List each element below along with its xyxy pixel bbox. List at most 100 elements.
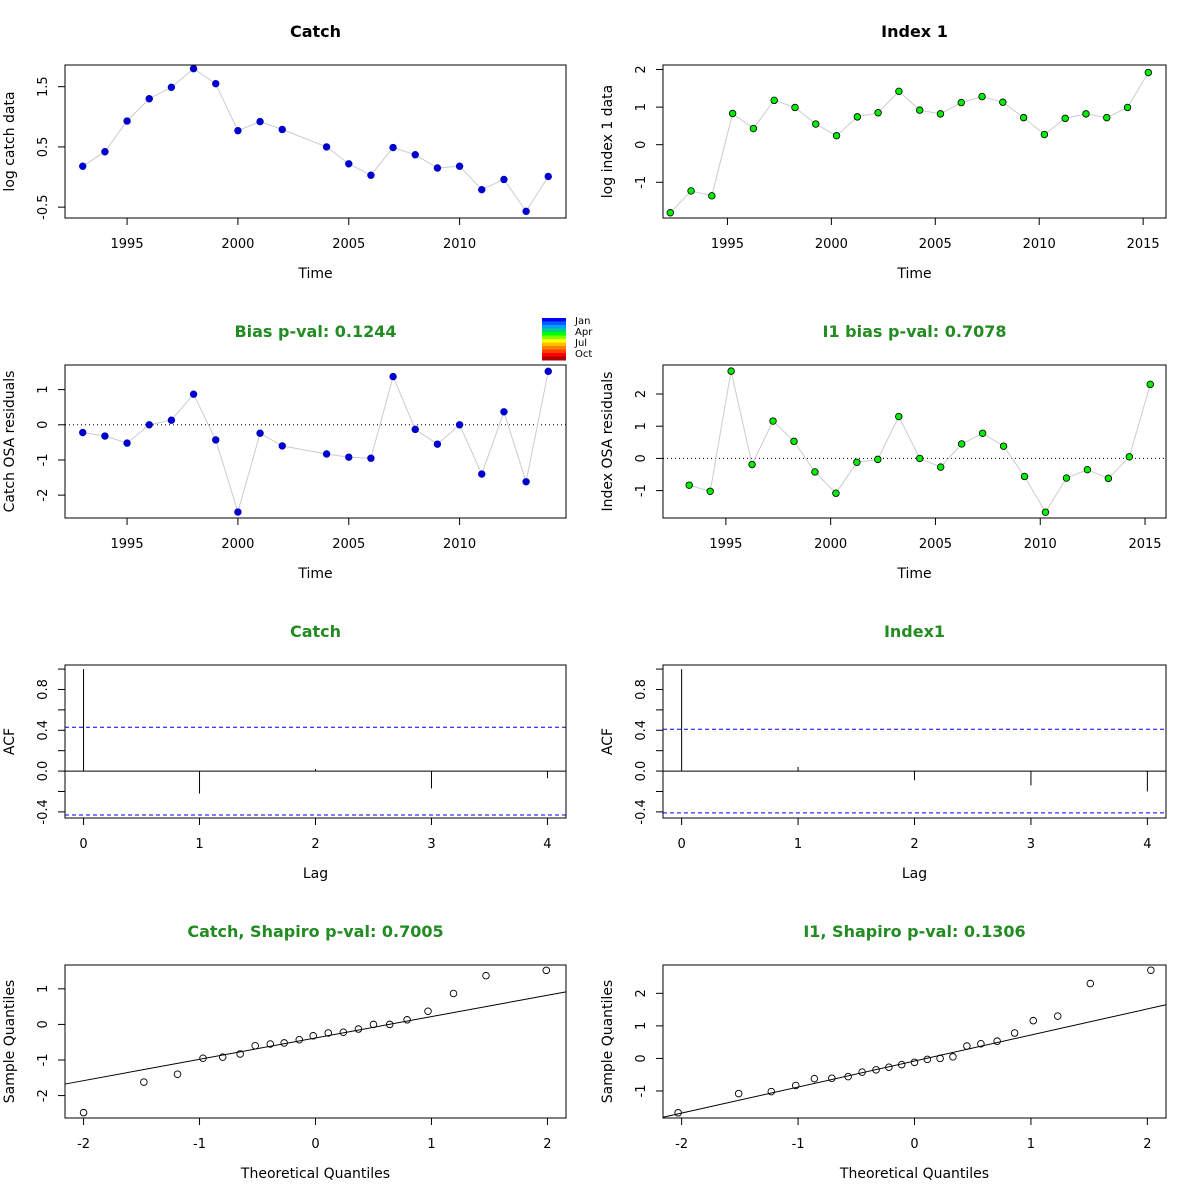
index1-resid-ytick-label: 2 (634, 390, 649, 398)
catch-ts-data-point (389, 143, 397, 152)
catch-resid-plot-frame (64, 364, 567, 519)
index1-resid-data-point (832, 489, 840, 497)
catch-qq-xtick-label: -2 (77, 1137, 90, 1152)
catch-ts-data-point (367, 171, 375, 179)
index1-ts-xtick-label: 1995 (711, 237, 744, 252)
catch-ts-ylabel: log catch data (2, 91, 18, 191)
catch-resid-ytick-label: -1 (36, 453, 51, 466)
catch-resid-data-point (101, 432, 109, 440)
index1-qq-data-point (1010, 1029, 1019, 1037)
index1-resid-xlabel: Time (896, 566, 931, 582)
catch-resid-xtick-label: 1995 (111, 537, 144, 552)
index1-acf-xtick-label: 2 (910, 837, 918, 852)
catch-acf-xlabel: Lag (303, 866, 328, 882)
index1-ts-data-point (770, 96, 778, 105)
index1-resid-ytick-label: 0 (634, 454, 649, 462)
catch-acf-ytick-label: -0.4 (36, 799, 51, 824)
index1-qq-xtick-label: -2 (675, 1137, 688, 1152)
catch-qq-title: Catch, Shapiro p-val: 0.7005 (187, 922, 443, 941)
catch-resid-data-point (79, 428, 87, 437)
catch-qq-data-point (173, 1070, 182, 1078)
index1-qq-xlabel: Theoretical Quantiles (839, 1166, 989, 1182)
index1-ts-ytick-label: -1 (634, 176, 649, 189)
index1-ts-data-point (1040, 130, 1049, 139)
catch-qq-plot-frame (64, 964, 567, 1119)
index1-qq-xtick-label: -1 (792, 1137, 805, 1152)
index1-ts-data-point (832, 131, 841, 140)
index1-resid-data-point (727, 367, 735, 375)
index1-resid-data-point (1125, 453, 1134, 461)
index1-qq-title: I1, Shapiro p-val: 0.1306 (803, 922, 1025, 941)
catch-ts-ytick-label: 1.5 (36, 76, 51, 97)
catch-resid-data-point (322, 450, 331, 458)
index1-ts-data-point (749, 124, 758, 133)
index1-ts-data-point (791, 103, 799, 112)
index1-resid-xtick-label: 1995 (709, 537, 742, 552)
index1-qq-data-point (993, 1037, 1001, 1045)
catch-qq-xlabel: Theoretical Quantiles (240, 1166, 390, 1182)
index1-qq-data-point (674, 1109, 682, 1117)
index1-resid-plot-frame (662, 364, 1167, 519)
color-legend-swatch (542, 346, 566, 350)
index1-qq-data-point (810, 1074, 819, 1083)
catch-qq-ytick-label: -2 (36, 1089, 51, 1102)
index1-acf-ytick-label: 0.4 (634, 720, 649, 741)
catch-resid-ytick-label: 1 (36, 385, 51, 393)
index1-qq-data-point (858, 1068, 866, 1076)
index1-resid-data-point (936, 463, 945, 471)
index1-acf-title: Index1 (884, 622, 945, 641)
index1-resid-data-point (685, 481, 693, 489)
index1-resid-xtick-label: 2000 (814, 537, 847, 552)
index1-resid-data-point (1146, 380, 1154, 389)
catch-ts-data-point (167, 83, 176, 91)
index1-qq-data-point (977, 1040, 985, 1048)
index1-qq-data-point (885, 1063, 893, 1071)
index1-ts-data-point (978, 92, 986, 101)
catch-ts-data-point (544, 172, 552, 181)
index1-qq-data-point (1147, 966, 1155, 974)
catch-acf-xtick-label: 1 (195, 837, 203, 852)
color-legend-swatch (542, 328, 566, 333)
color-legend-swatch (542, 318, 566, 322)
index1-qq-xtick-label: 0 (910, 1137, 918, 1152)
color-legend-swatch (542, 339, 566, 343)
index1-qq-ytick-label: 0 (634, 1054, 649, 1062)
catch-ts-xlabel: Time (297, 266, 332, 282)
catch-ts-data-point (411, 151, 419, 159)
index1-qq-data-point (923, 1055, 932, 1064)
color-legend-swatch (542, 325, 566, 329)
catch-ts-title: Catch (290, 22, 341, 41)
catch-ts-xtick-label: 2010 (443, 237, 476, 252)
catch-qq-data-point (482, 971, 490, 980)
catch-acf-ylabel: ACF (2, 728, 18, 755)
index1-qq-ytick-label: 2 (634, 989, 649, 997)
catch-resid-data-point (345, 453, 353, 461)
index1-ts-xtick-label: 2015 (1127, 237, 1160, 252)
catch-acf-xtick-label: 0 (79, 837, 87, 852)
index1-qq-data-point (897, 1060, 906, 1069)
catch-qq-panel: Catch, Shapiro p-val: 0.7005 -2 -1 0 1 2 -2 -1 0… (2, 922, 567, 1182)
color-legend-label: Jul (574, 338, 587, 349)
catch-qq-data-point (354, 1025, 363, 1033)
catch-acf-ytick-label: 0.8 (36, 679, 51, 700)
catch-qq-xtick-label: 2 (543, 1137, 551, 1152)
color-legend-swatch (542, 349, 566, 354)
catch-qq-data-point (266, 1040, 275, 1048)
index1-acf-panel: Index1 0 1 2 3 4 -0.4 0.0 0.4 0.8 Lag ACF (600, 622, 1167, 882)
color-legend-label: Jan (574, 316, 590, 327)
catch-resid-data-point (433, 440, 442, 448)
index1-ts-ylabel: log index 1 data (600, 85, 616, 198)
index1-resid-data-point (978, 429, 987, 437)
index1-resid-data-point (1083, 465, 1092, 474)
catch-qq-data-point (339, 1028, 348, 1036)
index1-ts-xtick-label: 2010 (1023, 237, 1056, 252)
index1-qq-data-point (844, 1072, 852, 1081)
color-legend-swatch (542, 335, 566, 340)
catch-ts-data-point (123, 117, 131, 125)
index1-ts-plot-frame (662, 64, 1167, 219)
catch-resid-ytick-label: 0 (36, 421, 51, 429)
index1-ts-data-point (874, 109, 882, 117)
index1-resid-title: I1 bias p-val: 0.7078 (823, 322, 1007, 341)
catch-ts-data-point (189, 64, 198, 73)
